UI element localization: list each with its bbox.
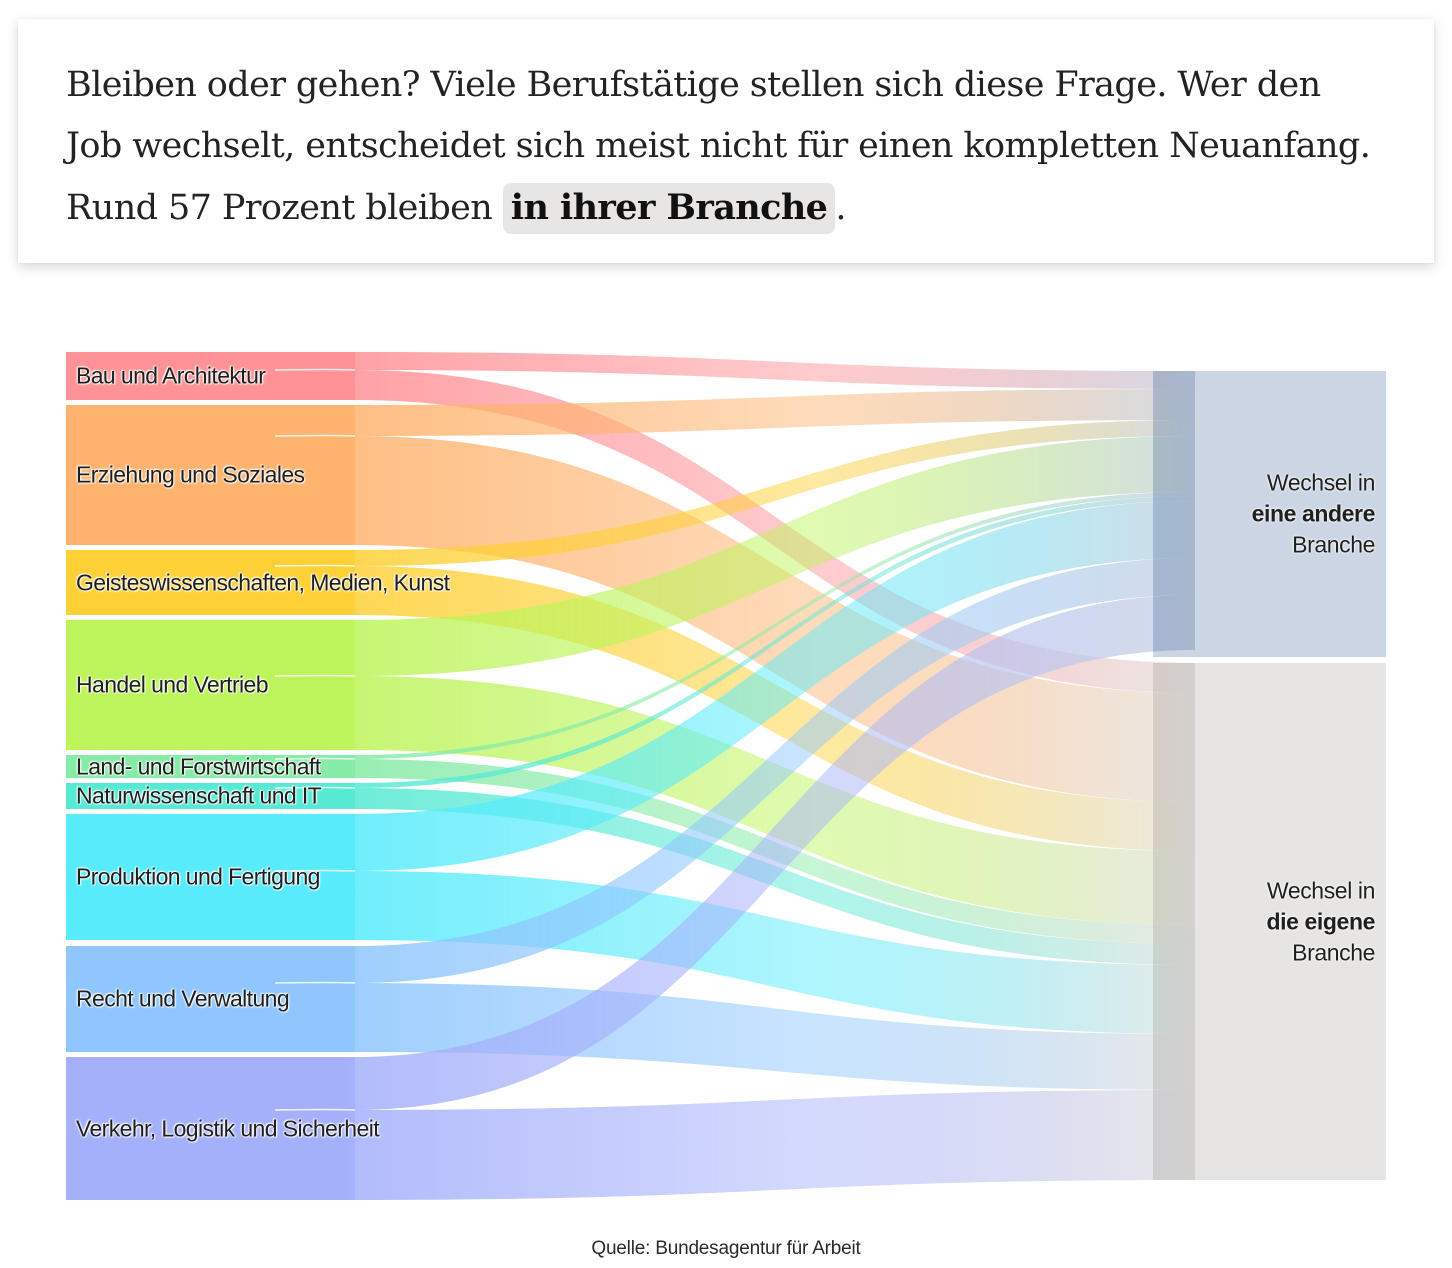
flow-2-to-andere[interactable]	[355, 420, 1195, 566]
flow-7-to-andere[interactable]	[355, 558, 1195, 983]
flows	[355, 352, 1195, 1200]
split-line	[274, 786, 356, 789]
flow-1-to-eigene[interactable]	[355, 436, 1195, 802]
source-node[interactable]	[66, 1057, 355, 1200]
split-line	[274, 674, 356, 677]
source-node[interactable]	[66, 550, 355, 615]
sankey-svg	[66, 352, 1386, 1200]
flow-8-to-andere[interactable]	[355, 595, 1195, 1110]
highlight-in-ihrer-branche[interactable]: in ihrer Branche	[502, 183, 836, 234]
flow-3-to-andere[interactable]	[355, 436, 1195, 676]
source-label: Produktion und Fertigung	[76, 863, 320, 890]
intro-card: Bleiben oder gehen? Viele Berufstätige s…	[18, 19, 1434, 263]
source-label: Land- und Forstwirtschaft	[76, 753, 321, 780]
target-label-line: Wechsel in	[1266, 877, 1375, 904]
source-label: Verkehr, Logistik und Sicherheit	[76, 1115, 380, 1141]
source-node[interactable]	[66, 814, 355, 940]
target-label-bold: die eigene	[1266, 908, 1376, 935]
target-label-andere: Wechsel in eine andere Branche	[1251, 468, 1376, 561]
intro-text-main: Bleiben oder gehen? Viele Berufstätige s…	[66, 65, 1371, 228]
split-line	[274, 1108, 356, 1111]
intro-text: Bleiben oder gehen? Viele Berufstätige s…	[66, 55, 1386, 239]
target-label-bold: eine andere	[1251, 500, 1376, 527]
flow-0-to-andere[interactable]	[355, 352, 1195, 389]
source-label: Erziehung und Soziales	[76, 461, 305, 488]
flow-4-to-andere[interactable]	[355, 492, 1195, 759]
source-node[interactable]	[66, 620, 355, 750]
target-label-line: Branche	[1292, 531, 1375, 558]
sankey-chart: Bau und Architektur Erziehung und Soziale…	[0, 300, 1452, 1230]
flow-6-to-andere[interactable]	[355, 501, 1195, 871]
source-node[interactable]	[66, 946, 355, 1052]
source-label: Recht und Verwaltung	[76, 985, 290, 1012]
source-label: Handel und Vertrieb	[76, 671, 269, 698]
target-label-line: Wechsel in	[1266, 469, 1375, 496]
source-label: Bau und Architektur	[76, 362, 266, 389]
flow-5-to-andere[interactable]	[355, 496, 1195, 788]
split-line	[274, 564, 356, 567]
split-line	[274, 368, 356, 371]
source-node[interactable]	[66, 352, 355, 400]
source-note: Quelle: Bundesagentur für Arbeit	[591, 1238, 861, 1259]
split-line	[274, 757, 356, 760]
source-label: Geisteswissenschaften, Medien, Kunst	[76, 569, 450, 596]
flow-1-to-andere[interactable]	[355, 389, 1195, 436]
target-label-line: Branche	[1292, 939, 1375, 966]
flow-8-to-eigene[interactable]	[355, 1090, 1195, 1200]
split-line	[274, 869, 356, 872]
source-node[interactable]	[66, 405, 355, 545]
flow-3-to-eigene[interactable]	[355, 676, 1195, 925]
split-line	[274, 981, 356, 984]
source-node[interactable]	[66, 755, 355, 778]
target-label-eigene: Wechsel in die eigene Branche	[1267, 876, 1376, 969]
source-label: Naturwissenschaft und IT	[76, 782, 322, 809]
intro-text-end: .	[835, 188, 846, 228]
split-line	[274, 434, 356, 437]
